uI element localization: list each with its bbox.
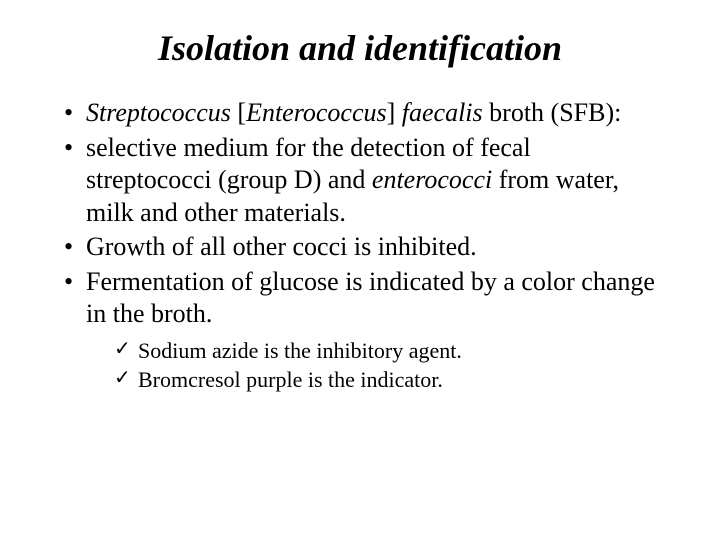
sub-bullet-item: Bromcresol purple is the indicator. <box>112 366 660 394</box>
bullet-item: Fermentation of glucose is indicated by … <box>60 266 660 394</box>
sub-bullet-item: Sodium azide is the inhibitory agent. <box>112 337 660 365</box>
main-bullet-list: Streptococcus [Enterococcus] faecalis br… <box>60 97 660 394</box>
text-segment: ] <box>387 98 402 127</box>
text-segment: Growth of all other cocci is inhibited. <box>86 232 477 261</box>
bullet-item: Growth of all other cocci is inhibited. <box>60 231 660 264</box>
slide-title: Isolation and identification <box>60 28 660 69</box>
text-segment: [ <box>237 98 246 127</box>
text-segment: Fermentation of glucose is indicated by … <box>86 267 655 329</box>
bullet-item: Streptococcus [Enterococcus] faecalis br… <box>60 97 660 130</box>
bullet-item: selective medium for the detection of fe… <box>60 132 660 230</box>
text-segment: enterococci <box>372 165 492 194</box>
text-segment: Streptococcus <box>86 98 237 127</box>
text-segment: broth (SFB): <box>483 98 622 127</box>
text-segment: Enterococcus <box>246 98 387 127</box>
text-segment: faecalis <box>402 98 483 127</box>
sub-bullet-list: Sodium azide is the inhibitory agent. Br… <box>112 337 660 394</box>
slide: Isolation and identification Streptococc… <box>0 0 720 540</box>
